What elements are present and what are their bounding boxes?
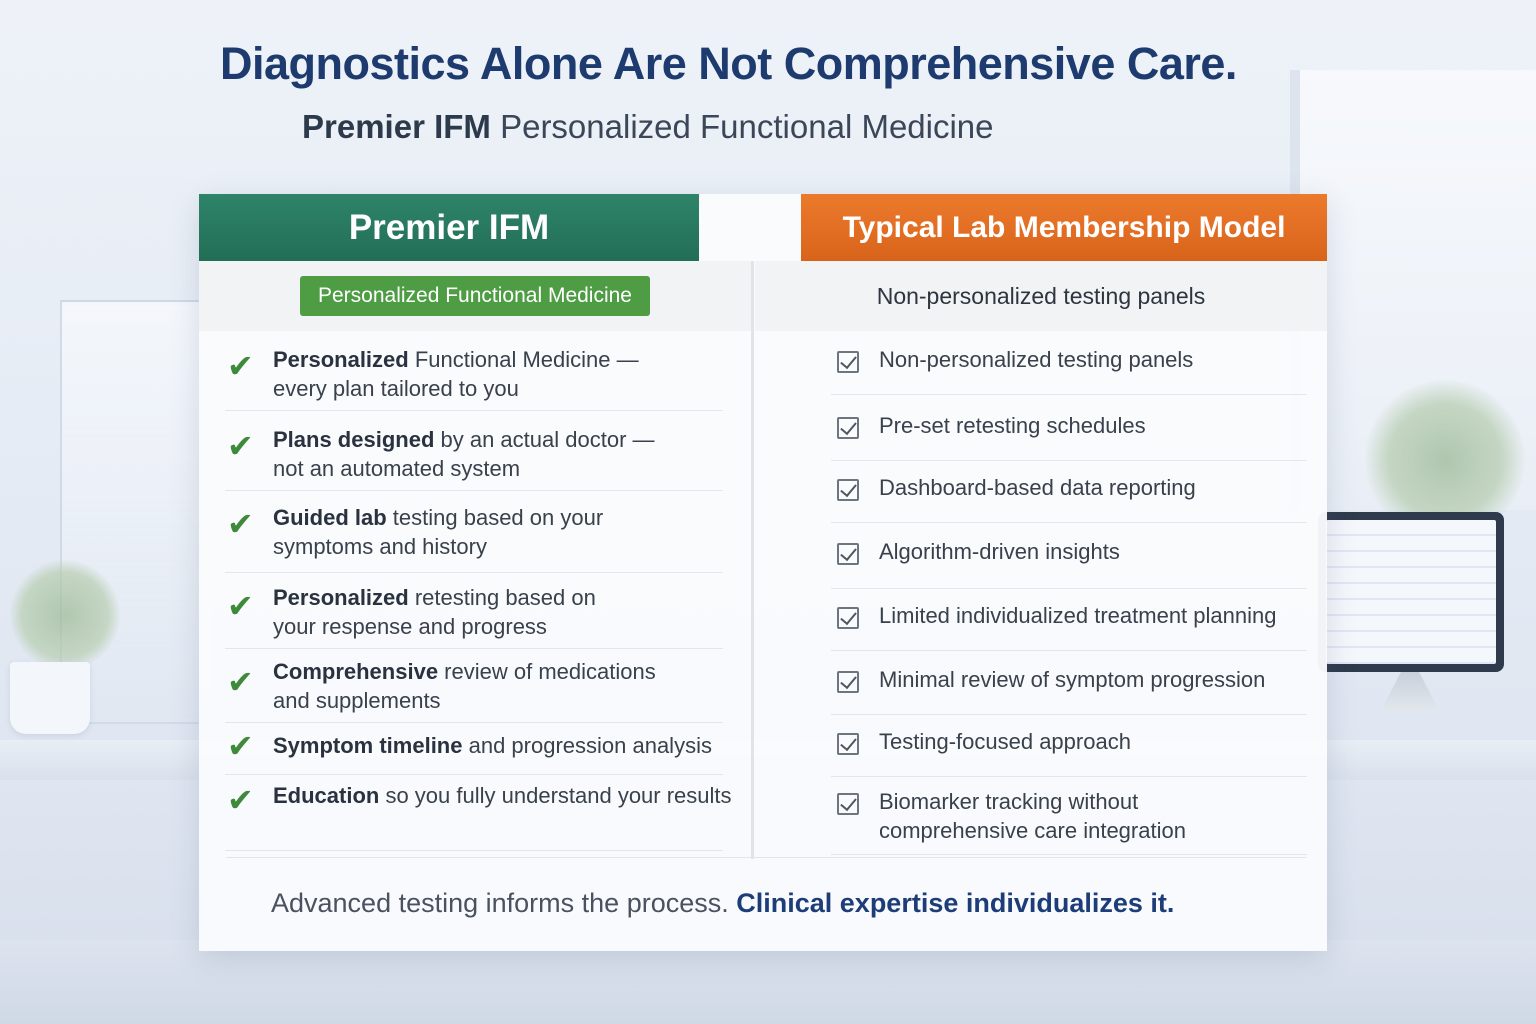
column-divider bbox=[751, 261, 754, 859]
right-list-item-line1: Biomarker tracking without bbox=[879, 789, 1139, 814]
comparison-card: Premier IFM Typical Lab Membership Model… bbox=[199, 194, 1327, 951]
right-list-item: Limited individualized treatment plannin… bbox=[831, 589, 1307, 651]
checkmark-icon: ✔ bbox=[227, 664, 254, 700]
left-list-item-bold: Guided lab bbox=[273, 505, 387, 530]
right-column-subheader: Non-personalized testing panels bbox=[755, 261, 1327, 331]
checkbox-icon bbox=[837, 417, 859, 439]
left-list-item: ✔ Personalized Functional Medicine — every… bbox=[225, 331, 723, 411]
checkbox-icon bbox=[837, 351, 859, 373]
left-list-item-rest: so you fully understand your results bbox=[379, 783, 732, 808]
left-list-item-rest: retesting based on bbox=[408, 585, 596, 610]
right-list-item-line1: Dashboard-based data reporting bbox=[879, 475, 1196, 500]
checkbox-icon bbox=[837, 671, 859, 693]
left-list-item-bold: Comprehensive bbox=[273, 659, 439, 684]
left-feature-list: ✔ Personalized Functional Medicine — every… bbox=[225, 331, 732, 851]
left-list-item-rest: Functional Medicine — bbox=[408, 347, 639, 372]
right-list-item: Testing-focused approach bbox=[831, 715, 1307, 777]
left-list-item-rest: testing based on your bbox=[386, 505, 604, 530]
left-list-item: ✔ Comprehensive review of medications and … bbox=[225, 649, 723, 723]
left-list-item-line1: Personalized retesting based on bbox=[273, 583, 723, 612]
subtitle-text: Personalized Functional Medicine bbox=[500, 108, 994, 145]
footer-tagline: Advanced testing informs the process. Cl… bbox=[271, 888, 1271, 919]
background-monitor-stand bbox=[1380, 672, 1440, 712]
left-list-item: ✔ Guided lab testing based on your symptom… bbox=[225, 491, 723, 573]
right-column-header: Typical Lab Membership Model bbox=[801, 194, 1327, 261]
checkmark-icon: ✔ bbox=[227, 506, 254, 542]
right-list-item: Algorithm-driven insights bbox=[831, 523, 1307, 589]
checkbox-icon bbox=[837, 607, 859, 629]
left-list-item-bold: Symptom timeline bbox=[273, 733, 463, 758]
right-list-item: Minimal review of symptom progression bbox=[831, 651, 1307, 715]
page-title: Diagnostics Alone Are Not Comprehensive … bbox=[220, 38, 1237, 89]
background-floor bbox=[0, 940, 1536, 1024]
checkbox-icon bbox=[837, 733, 859, 755]
right-feature-list: Non-personalized testing panels Pre-set r… bbox=[831, 331, 1307, 855]
left-list-item-bold: Plans designed bbox=[273, 427, 435, 452]
right-list-item: Pre-set retesting schedules bbox=[831, 395, 1307, 461]
page-subtitle: Premier IFM Personalized Functional Medi… bbox=[302, 108, 1202, 146]
left-list-item-line1: Plans designed by an actual doctor — bbox=[273, 425, 723, 454]
subtitle-brand: Premier IFM bbox=[302, 108, 491, 145]
tagline-plain: Advanced testing informs the process. bbox=[271, 888, 737, 918]
right-list-item: Dashboard-based data reporting bbox=[831, 461, 1307, 523]
left-list-item-rest: and progression analysis bbox=[462, 733, 712, 758]
right-list-item-line2: comprehensive care integration bbox=[879, 818, 1186, 843]
left-list-item-line2: and supplements bbox=[273, 688, 441, 713]
background-plant-left bbox=[10, 560, 120, 670]
background-monitor bbox=[1318, 512, 1504, 672]
right-list-item-line1: Algorithm-driven insights bbox=[879, 539, 1120, 564]
checkmark-icon: ✔ bbox=[227, 782, 254, 818]
checkbox-icon bbox=[837, 479, 859, 501]
left-list-item-bold: Education bbox=[273, 783, 380, 808]
checkbox-icon bbox=[837, 543, 859, 565]
left-list-item: ✔ Education so you fully understand your … bbox=[225, 775, 732, 851]
left-list-item-rest: by an actual doctor — bbox=[434, 427, 655, 452]
left-column-header: Premier IFM bbox=[199, 194, 699, 261]
left-list-item-line1: Comprehensive review of medications bbox=[273, 657, 723, 686]
checkmark-icon: ✔ bbox=[227, 728, 254, 764]
left-list-item: ✔ Symptom timeline and progression analys… bbox=[225, 723, 723, 775]
right-list-item-line1: Minimal review of symptom progression bbox=[879, 667, 1266, 692]
tagline-bold: Clinical expertise individualizes it. bbox=[736, 888, 1175, 918]
checkbox-icon bbox=[837, 793, 859, 815]
left-list-item-line2: your respense and progress bbox=[273, 614, 547, 639]
right-list-item: Biomarker tracking without comprehensive … bbox=[831, 777, 1307, 855]
left-list-item-line2: symptoms and history bbox=[273, 534, 487, 559]
left-list-item-bold: Personalized bbox=[273, 585, 409, 610]
left-list-item-rest: review of medications bbox=[438, 659, 656, 684]
left-list-item-bold: Personalized bbox=[273, 347, 409, 372]
left-list-item: ✔ Personalized retesting based on your res… bbox=[225, 573, 723, 649]
checkmark-icon: ✔ bbox=[227, 588, 254, 624]
left-column-subheader: Personalized Functional Medicine bbox=[199, 261, 753, 331]
right-list-item-line1: Non-personalized testing panels bbox=[879, 347, 1194, 372]
left-column-badge: Personalized Functional Medicine bbox=[299, 276, 650, 316]
background-mug bbox=[10, 662, 90, 734]
left-list-item-line1: Education so you fully understand your r… bbox=[273, 781, 732, 810]
checkmark-icon: ✔ bbox=[227, 348, 254, 384]
footer-divider bbox=[226, 857, 1306, 858]
left-list-item: ✔ Plans designed by an actual doctor — not… bbox=[225, 411, 723, 491]
checkmark-icon: ✔ bbox=[227, 428, 254, 464]
right-list-item-line1: Limited individualized treatment plannin… bbox=[879, 603, 1277, 628]
right-column-subtitle: Non-personalized testing panels bbox=[876, 282, 1206, 309]
right-list-item-line1: Pre-set retesting schedules bbox=[879, 413, 1146, 438]
left-list-item-line1: Guided lab testing based on your bbox=[273, 503, 723, 532]
left-list-item-line1: Symptom timeline and progression analysi… bbox=[273, 731, 723, 760]
left-list-item-line2: not an automated system bbox=[273, 456, 521, 481]
left-list-item-line2: every plan tailored to you bbox=[273, 376, 519, 401]
right-list-item-line1: Testing-focused approach bbox=[879, 729, 1131, 754]
right-list-item: Non-personalized testing panels bbox=[831, 331, 1307, 395]
left-list-item-line1: Personalized Functional Medicine — bbox=[273, 345, 723, 374]
